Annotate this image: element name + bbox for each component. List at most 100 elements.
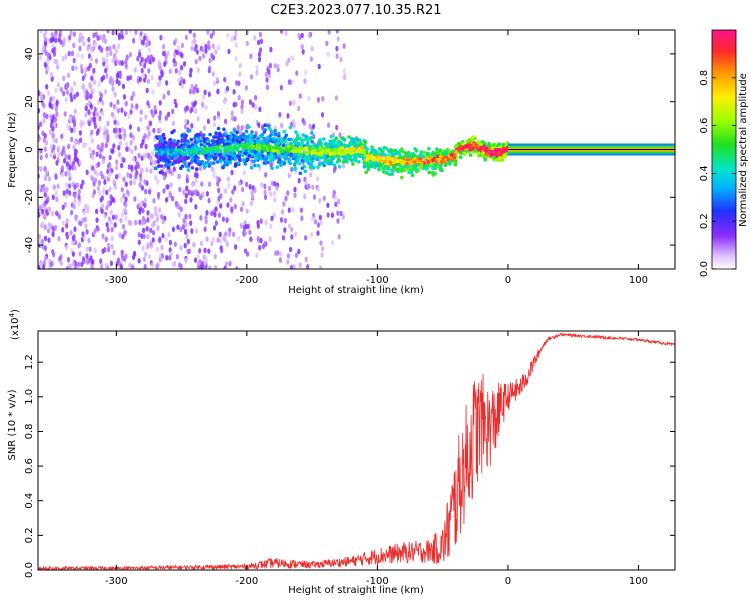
heatmap-cell	[259, 237, 263, 244]
heatmap-cell	[198, 248, 202, 254]
heatmap-cell	[225, 241, 229, 247]
heatmap-cell	[57, 151, 61, 158]
heatmap-cell	[99, 258, 103, 264]
heatmap-cell	[335, 53, 339, 59]
heatmap-cell	[196, 67, 200, 73]
heatmap-cell	[107, 172, 111, 179]
y-tick-label: 0.2	[24, 527, 35, 543]
heatmap-cell	[168, 143, 172, 147]
heatmap-cell	[151, 56, 155, 63]
heatmap-cell	[304, 70, 308, 76]
heatmap-cell	[132, 91, 136, 97]
heatmap-cell	[50, 36, 55, 43]
heatmap-cell	[95, 111, 99, 117]
heatmap-cell	[304, 179, 308, 186]
heatmap-cell	[51, 194, 55, 201]
heatmap-cell	[140, 56, 144, 63]
heatmap-cell	[260, 181, 264, 188]
y-tick-label: 1.2	[24, 354, 35, 370]
heatmap-cell	[84, 112, 88, 118]
heatmap-cell	[139, 201, 143, 207]
heatmap-cell	[323, 141, 328, 146]
heatmap-cell	[287, 207, 291, 213]
heatmap-cell	[108, 154, 112, 161]
heatmap-cell	[186, 168, 191, 172]
heatmap-cell	[43, 133, 47, 139]
heatmap-cell	[373, 157, 378, 161]
heatmap-cell	[131, 156, 136, 162]
heatmap-cell	[456, 141, 461, 146]
heatmap-cell	[237, 94, 241, 101]
heatmap-cell	[212, 139, 217, 144]
heatmap-cell	[108, 186, 112, 193]
heatmap-cell	[45, 209, 49, 215]
heatmap-cell	[124, 58, 128, 65]
heatmap-cell	[94, 58, 99, 64]
heatmap-cell	[389, 148, 394, 153]
heatmap-cell	[341, 163, 346, 169]
heatmap-cell	[253, 163, 257, 168]
heatmap-cell	[173, 52, 177, 58]
heatmap-cell	[137, 239, 141, 246]
heatmap-cell	[64, 96, 68, 103]
heatmap-cell	[286, 190, 290, 196]
heatmap-cell	[130, 103, 134, 109]
heatmap-cell	[190, 181, 195, 188]
spectrogram-y-label: Frequency (Hz)	[7, 112, 18, 188]
heatmap-cell	[262, 161, 267, 165]
heatmap-cell	[46, 228, 51, 234]
heatmap-cell	[222, 98, 227, 105]
heatmap-cell	[327, 30, 331, 35]
heatmap-cell	[300, 166, 305, 170]
heatmap-cell	[300, 138, 305, 142]
heatmap-cell	[52, 184, 56, 190]
heatmap-cell	[72, 164, 76, 171]
heatmap-cell	[121, 83, 126, 90]
heatmap-cell	[120, 107, 124, 113]
heatmap-cell	[95, 151, 99, 158]
heatmap-cell	[182, 160, 187, 165]
heatmap-cell	[77, 188, 81, 195]
heatmap-cell	[47, 237, 51, 243]
heatmap-cell	[129, 173, 133, 179]
heatmap-cell	[50, 118, 54, 124]
heatmap-cell	[287, 223, 292, 229]
heatmap-cell	[79, 31, 83, 38]
heatmap-cell	[39, 121, 43, 127]
snr-axes: -300 -200 -100 0 100 0.0 0.2 0.4 0.6 0.8 1.0 1.2	[24, 331, 675, 587]
heatmap-cell	[104, 236, 108, 243]
heatmap-cell	[453, 144, 458, 149]
heatmap-cell	[126, 191, 131, 197]
heatmap-cell	[190, 228, 194, 234]
heatmap-cell	[218, 148, 223, 153]
heatmap-cell	[318, 214, 322, 221]
heatmap-cell	[85, 246, 90, 253]
chart-title: C2E3.2023.077.10.35.R21	[270, 3, 441, 18]
heatmap-cell	[182, 189, 186, 196]
heatmap-cell	[204, 44, 208, 50]
heatmap-cell	[273, 132, 278, 136]
x-tick-label: 0	[505, 275, 511, 286]
heatmap-cell	[166, 150, 170, 155]
heatmap-cell	[112, 143, 116, 149]
heatmap-cell	[189, 137, 194, 142]
heatmap-cell	[240, 103, 244, 110]
heatmap-cell	[72, 115, 76, 121]
heatmap-cell	[100, 110, 105, 117]
heatmap-cell	[182, 156, 186, 161]
heatmap-cell	[248, 229, 252, 236]
heatmap-cell	[408, 160, 413, 164]
heatmap-cell	[258, 47, 263, 53]
heatmap-cell	[124, 141, 129, 147]
heatmap-cell	[303, 78, 307, 84]
heatmap-cell	[130, 164, 134, 171]
heatmap-cell	[43, 146, 47, 152]
heatmap-cell	[216, 88, 220, 95]
heatmap-cell	[196, 138, 201, 142]
heatmap-cell	[69, 247, 74, 254]
heatmap-cell	[229, 135, 233, 139]
heatmap-cell	[358, 154, 363, 159]
heatmap-cell	[377, 163, 382, 167]
heatmap-cell	[392, 165, 397, 169]
heatmap-cell	[149, 240, 153, 247]
